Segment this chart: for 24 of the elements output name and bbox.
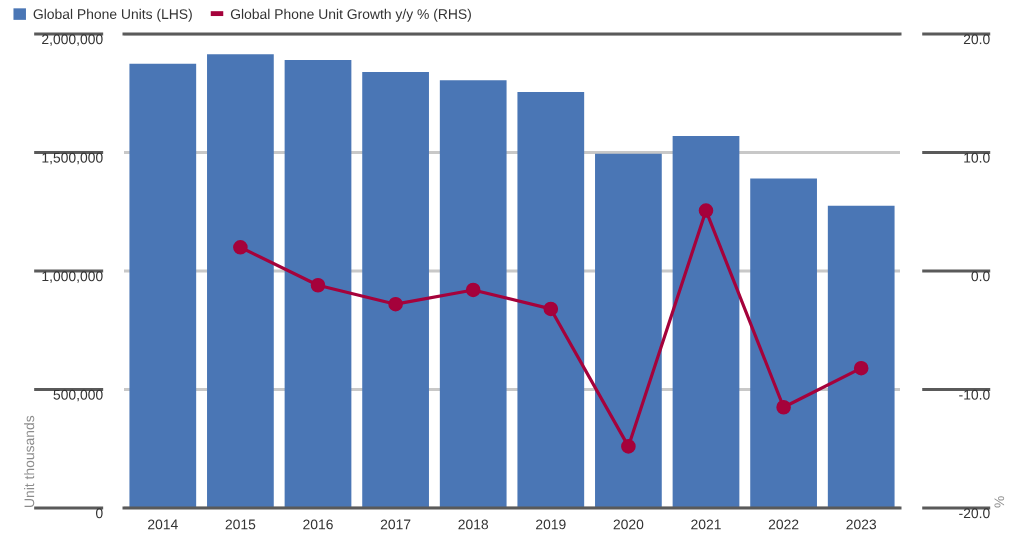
y-tick-label: 0 bbox=[95, 508, 103, 519]
y2-axis-title: % bbox=[994, 496, 1005, 508]
y2-tick-label: 10.0 bbox=[964, 152, 990, 163]
y-tick-label: 1,500,000 bbox=[42, 152, 103, 165]
x-tick-label: 2014 bbox=[148, 519, 178, 530]
y2-tick-label: 20.0 bbox=[963, 34, 990, 45]
x-tick-label: 2015 bbox=[225, 519, 256, 530]
y2-tick-label: -10.0 bbox=[959, 389, 990, 400]
x-tick-label: 2019 bbox=[536, 519, 566, 530]
x-tick-label: 2021 bbox=[691, 519, 721, 530]
x-tick-label: 2023 bbox=[846, 519, 877, 530]
y2-tick-label: -20.0 bbox=[959, 508, 990, 519]
legend-label: Global Phone Unit Growth y/y % (RHS) bbox=[230, 8, 471, 22]
x-tick-label: 2022 bbox=[768, 519, 799, 530]
y-tick-label: 2,000,000 bbox=[42, 34, 103, 46]
y-axis-title: Unit thousands bbox=[24, 415, 35, 507]
legend-label: Global Phone Units (LHS) bbox=[33, 8, 192, 22]
y2-tick-label: 0.0 bbox=[971, 271, 990, 282]
y-tick-label: 500,000 bbox=[53, 389, 103, 402]
x-tick-label: 2020 bbox=[613, 519, 644, 530]
y-tick-label: 1,000,000 bbox=[42, 271, 103, 283]
x-tick-label: 2017 bbox=[380, 519, 411, 530]
x-tick-label: 2016 bbox=[303, 519, 333, 530]
x-tick-label: 2018 bbox=[458, 519, 489, 530]
